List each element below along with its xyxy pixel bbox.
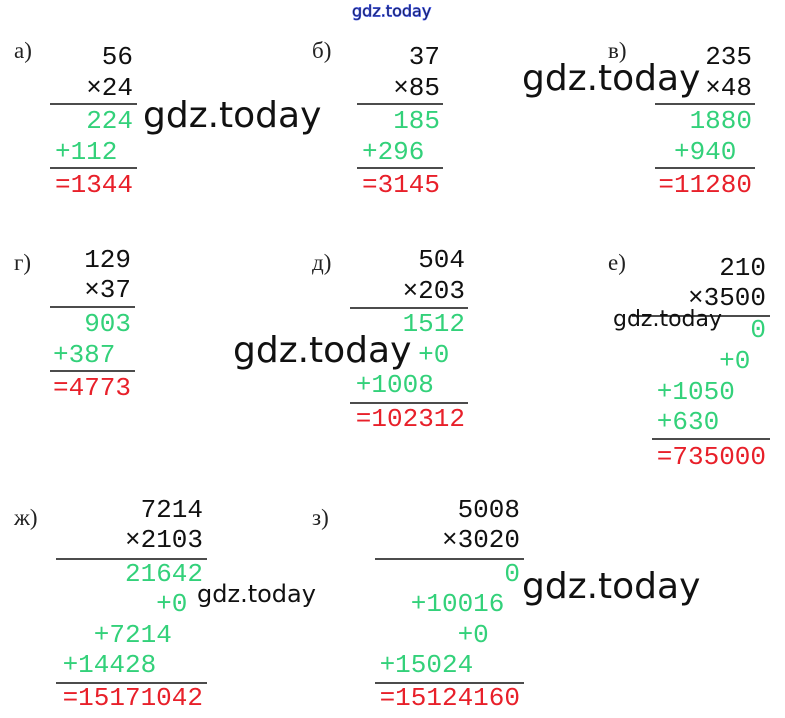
digit-row: +0 [418, 340, 449, 370]
digit-row: +940 [674, 137, 736, 167]
problem-label: в) [608, 38, 627, 63]
digit-row: =15124160 [380, 683, 520, 713]
problem-label: д) [312, 250, 331, 275]
digit-row: =102312 [356, 404, 465, 434]
watermark: gdz.today [233, 330, 411, 371]
watermark: gdz.today [522, 566, 700, 607]
digit-row: ×2103 [125, 525, 203, 555]
digit-row: =11280 [658, 170, 752, 200]
problem-label: з) [312, 505, 329, 530]
digit-row: 21642 [125, 559, 203, 589]
problem-label: б) [312, 38, 331, 63]
digit-row: 903 [84, 309, 131, 339]
digit-row: ×24 [86, 73, 133, 103]
digit-row: 504 [418, 245, 465, 275]
digit-row: 56 [102, 42, 133, 72]
digit-row: +630 [657, 407, 719, 437]
digit-row: +112 [55, 137, 117, 167]
digit-row: ×3020 [442, 525, 520, 555]
digit-row: 1512 [403, 309, 465, 339]
digit-row: 0 [750, 315, 766, 345]
digit-row: 210 [719, 253, 766, 283]
digit-row: ×85 [393, 73, 440, 103]
digit-row: +387 [53, 340, 115, 370]
digit-row: =1344 [55, 170, 133, 200]
watermark: gdz.today [352, 2, 431, 21]
watermark: gdz.today [143, 95, 321, 136]
digit-row: =15171042 [63, 683, 203, 713]
digit-row: 5008 [458, 495, 520, 525]
digit-row: 37 [409, 42, 440, 72]
digit-row: +1008 [356, 370, 434, 400]
digit-row: ×3500 [688, 283, 766, 313]
digit-row: ×203 [403, 276, 465, 306]
digit-row: 129 [84, 245, 131, 275]
problem-label: г) [14, 250, 31, 275]
problem-label: ж) [13, 505, 38, 530]
digit-row: +10016 [411, 589, 505, 619]
digit-row: 7214 [141, 495, 203, 525]
watermark: gdz.today [197, 580, 316, 608]
digit-row: 0 [504, 559, 520, 589]
digit-row: 185 [393, 106, 440, 136]
digit-row: +14428 [63, 650, 157, 680]
digit-row: +296 [362, 137, 424, 167]
problem-label: е) [608, 250, 626, 275]
digit-row: =735000 [657, 442, 766, 472]
digit-row: +7214 [94, 620, 172, 650]
digit-row: 224 [86, 106, 133, 136]
digit-row: ×37 [84, 275, 131, 305]
digit-row: +1050 [657, 377, 735, 407]
digit-row: +0 [719, 346, 750, 376]
digit-row: +15024 [380, 650, 474, 680]
watermark: gdz.today [522, 58, 700, 99]
watermark: gdz.today [613, 307, 722, 332]
digit-row: +0 [458, 620, 489, 650]
digit-row: 235 [705, 42, 752, 72]
digit-row: +0 [156, 589, 187, 619]
digit-row: ×48 [705, 73, 752, 103]
digit-row: 1880 [690, 106, 752, 136]
digit-row: =4773 [53, 373, 131, 403]
problem-label: а) [14, 38, 32, 63]
digit-row: =3145 [362, 170, 440, 200]
